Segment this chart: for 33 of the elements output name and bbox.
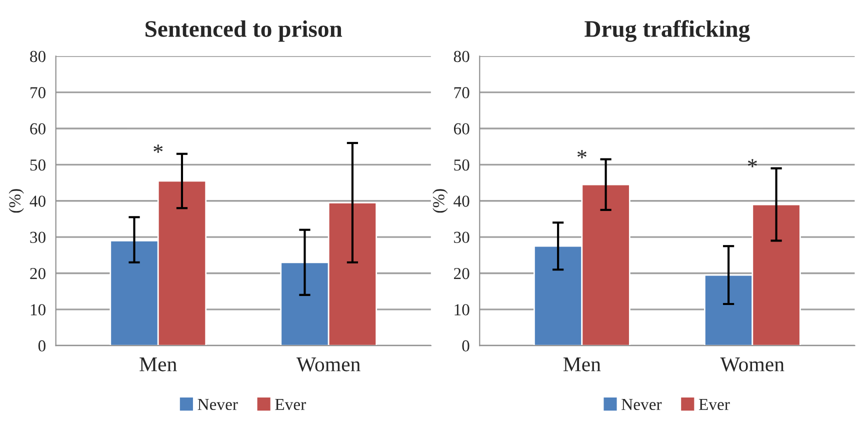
y-axis-title: (%)	[8, 189, 24, 213]
y-tick-label: 80	[30, 50, 46, 62]
x-tick-label: Men	[140, 358, 177, 372]
y-tick-label: 0	[462, 340, 470, 352]
y-tick-label: 20	[30, 268, 46, 280]
annotation: *	[577, 150, 586, 158]
legend-label: Never	[198, 398, 238, 410]
chart-title: Sentenced to prison	[146, 20, 342, 42]
y-tick-label: 30	[454, 232, 470, 244]
x-tick-label: Women	[720, 358, 784, 372]
chart-title: Drug trafficking	[584, 20, 750, 42]
annotation: *	[154, 144, 163, 153]
annotation: *	[748, 159, 757, 168]
x-tick-label: Women	[296, 358, 360, 372]
y-tick-label: 0	[38, 340, 46, 352]
y-tick-label: 30	[30, 232, 46, 244]
y-tick-label: 70	[454, 87, 470, 98]
y-tick-label: 50	[30, 159, 46, 171]
y-tick-label: 20	[454, 268, 470, 280]
y-tick-label: 70	[30, 87, 46, 98]
y-tick-label: 10	[30, 304, 46, 316]
legend-label: Ever	[275, 398, 306, 410]
legend-label: Never	[622, 398, 662, 410]
y-tick-label: 50	[454, 159, 470, 171]
y-tick-label: 10	[454, 304, 470, 316]
y-tick-label: 80	[454, 50, 470, 62]
y-tick-label: 60	[30, 123, 46, 134]
x-tick-label: Men	[563, 358, 601, 372]
y-tick-label: 60	[454, 123, 470, 134]
y-tick-label: 40	[454, 196, 470, 207]
legend-label: Ever	[698, 398, 730, 410]
y-axis-title: (%)	[432, 189, 448, 213]
y-tick-label: 40	[30, 196, 46, 207]
